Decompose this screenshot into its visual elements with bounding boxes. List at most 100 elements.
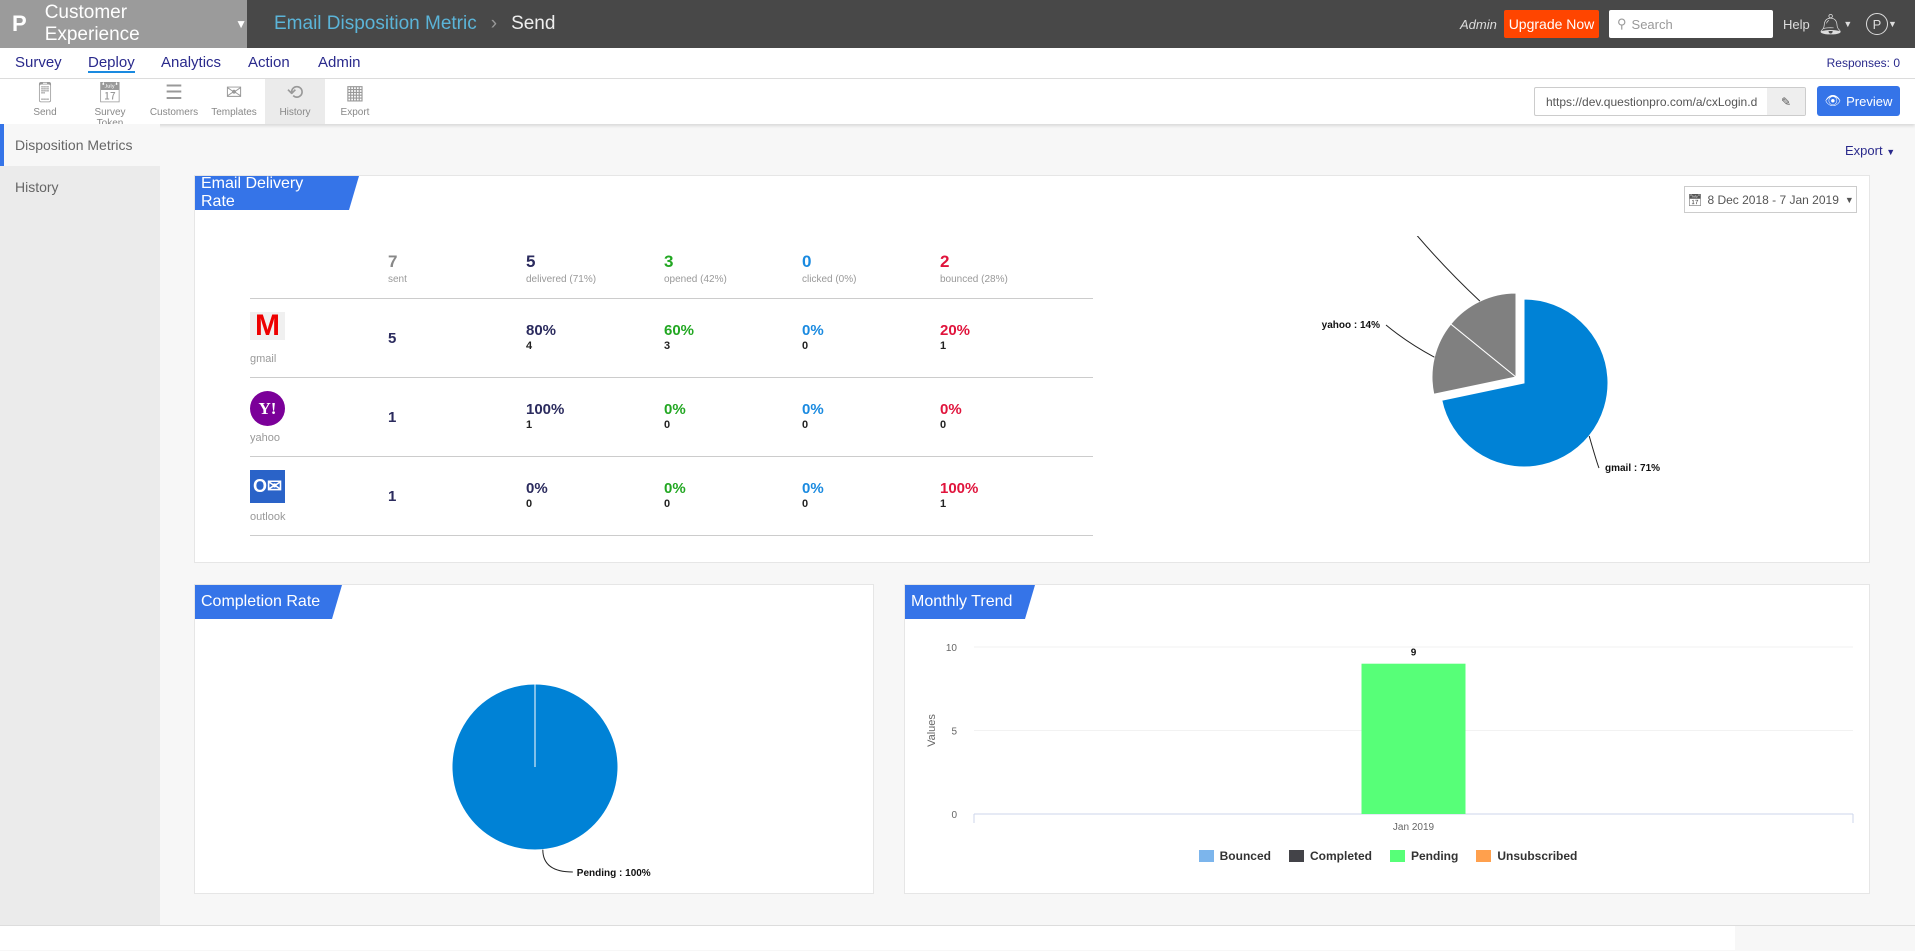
tool-export[interactable]: ▦ Export [325, 79, 385, 124]
total-label: opened (42%) [664, 274, 727, 285]
calendar-icon: 📅︎ [1687, 192, 1703, 207]
calendar-clock-icon: 📅︎ [97, 82, 123, 104]
nav-action[interactable]: Action [248, 54, 290, 71]
total-label: clicked (0%) [802, 274, 857, 285]
legend-label: Completed [1309, 849, 1372, 863]
pie-slice-yahoo[interactable] [1431, 323, 1518, 395]
tool-survey-token[interactable]: 📅︎ Survey Token [80, 79, 140, 129]
chevron-down-icon: ▼ [1886, 147, 1896, 157]
pencil-icon[interactable]: ✎ [1767, 88, 1805, 115]
avatar: P [1866, 13, 1888, 35]
pie-connector [1588, 435, 1600, 469]
help-link[interactable]: Help [1783, 16, 1810, 32]
cell-count: 0 [802, 419, 809, 431]
cell-percent: 0% [802, 401, 824, 418]
card-title: Completion Rate [195, 585, 342, 619]
bar-pending[interactable] [1361, 663, 1466, 814]
pie-connector [1416, 236, 1481, 302]
pie-label: Pending : 100% [577, 868, 651, 879]
tool-history[interactable]: ⟲ History [265, 79, 325, 124]
cell-percent: 0% [664, 480, 686, 497]
cell-percent: 80% [526, 322, 557, 339]
breadcrumb-current: Send [511, 13, 556, 34]
search-input[interactable]: ⚲ Search [1609, 10, 1773, 38]
cell-count: 1 [526, 419, 533, 431]
card-title: Monthly Trend [905, 585, 1035, 619]
chevron-down-icon: ▼ [235, 17, 247, 31]
chart-legend: Bounced Completed Pending Unsubscribed [905, 849, 1871, 867]
total-label: sent [388, 274, 407, 285]
divider [250, 535, 1093, 536]
x-tick-label: Jan 2019 [1393, 822, 1435, 833]
project-selector[interactable]: P Customer Experience ▼ [0, 0, 247, 48]
y-tick-label: 5 [951, 727, 957, 738]
pie-slice-gmail[interactable] [1441, 298, 1609, 468]
sidebar-item-history[interactable]: History [0, 166, 160, 208]
eye-icon: 👁︎ [1824, 93, 1842, 108]
provider-pie-chart: gmail : 71%yahoo : 14%outlook : 14% [1322, 236, 1660, 474]
cell-percent: 0% [802, 322, 824, 339]
tool-label: Customers [149, 107, 199, 118]
divider [250, 298, 1093, 299]
pie-label: yahoo : 14% [1322, 320, 1380, 331]
legend-item-pending[interactable]: Pending [1390, 849, 1458, 863]
date-range: 8 Dec 2018 - 7 Jan 2019 [1707, 192, 1839, 207]
footer [0, 925, 1915, 951]
sent-count: 1 [388, 409, 397, 426]
cell-count: 0 [802, 498, 809, 510]
chevron-down-icon: ▼ [1844, 194, 1854, 205]
breadcrumb-link[interactable]: Email Disposition Metric [274, 13, 477, 34]
pie-slice-outlook[interactable] [1450, 292, 1517, 379]
cell-count: 3 [664, 340, 671, 352]
legend-item-completed[interactable]: Completed [1288, 849, 1372, 863]
yahoo-icon: Y! [250, 391, 285, 426]
user-menu[interactable]: P ▼ [1866, 0, 1897, 48]
cell-count: 1 [940, 340, 947, 352]
completion-rate-card: Completion Rate Pending : 100% [194, 584, 874, 894]
sidebar: Disposition Metrics History [0, 124, 160, 925]
history-icon: ⟲ [286, 82, 304, 104]
nav-admin[interactable]: Admin [318, 54, 361, 71]
legend-label: Bounced [1219, 849, 1271, 863]
legend-label: Pending [1411, 849, 1459, 863]
total-value: 3 [664, 252, 674, 271]
cell-percent: 60% [664, 322, 695, 339]
total-value: 2 [940, 252, 950, 271]
pie-connector [1385, 324, 1435, 358]
bell-icon[interactable]: 🔔︎ ▼ [1818, 13, 1853, 36]
cell-count: 4 [526, 340, 533, 352]
project-name: Customer Experience [44, 2, 140, 45]
nav-deploy[interactable]: Deploy [88, 54, 135, 73]
completion-pie-chart: Pending : 100% [451, 683, 651, 879]
legend-swatch [1198, 850, 1214, 862]
total-value: 0 [802, 252, 812, 271]
tool-customers[interactable]: ☰ Customers [144, 79, 204, 124]
cell-count: 0 [664, 498, 671, 510]
tool-label: Send [33, 107, 57, 118]
tool-templates[interactable]: ✉ Templates [204, 79, 264, 124]
customers-list-icon: ☰ [165, 82, 183, 104]
cell-count: 1 [940, 498, 947, 510]
date-range-picker[interactable]: 📅︎ 8 Dec 2018 - 7 Jan 2019 ▼ [1684, 186, 1857, 213]
sent-count: 5 [388, 330, 397, 347]
pie-label: gmail : 71% [1605, 463, 1660, 474]
export-dropdown[interactable]: Export ▼ [1845, 143, 1895, 158]
y-tick-label: 10 [946, 643, 958, 654]
preview-button[interactable]: 👁︎ Preview [1817, 86, 1900, 116]
legend-item-unsubscribed[interactable]: Unsubscribed [1476, 849, 1577, 863]
preview-label: Preview [1846, 93, 1893, 109]
sent-count: 1 [388, 488, 397, 505]
survey-url-field[interactable]: https://dev.questionpro.com/a/cxLogin.d ✎ [1534, 87, 1806, 116]
y-axis-title: Values [926, 714, 938, 747]
tool-send[interactable]: 📱︎ Send [15, 79, 75, 124]
total-value: 5 [526, 252, 536, 271]
tool-label: Export [340, 107, 370, 118]
nav-analytics[interactable]: Analytics [161, 54, 222, 71]
cell-count: 0 [940, 419, 947, 431]
excel-icon: ▦ [345, 82, 365, 104]
upgrade-button[interactable]: Upgrade Now [1504, 10, 1599, 38]
sidebar-item-disposition-metrics[interactable]: Disposition Metrics [0, 124, 160, 166]
nav-survey[interactable]: Survey [15, 54, 62, 71]
legend-item-bounced[interactable]: Bounced [1198, 849, 1271, 863]
legend-swatch [1476, 850, 1492, 862]
